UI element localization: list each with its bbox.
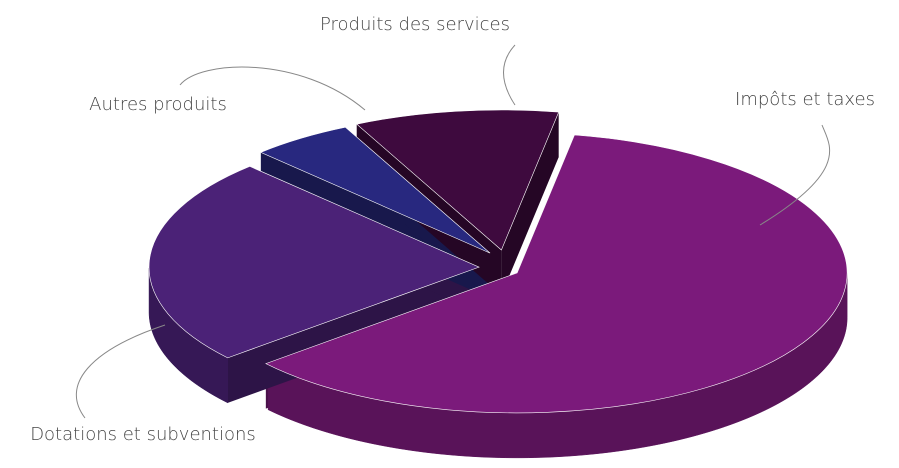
leader-line [75, 324, 166, 419]
slice-label: Dotations et subventions [30, 424, 256, 445]
slice [265, 134, 848, 414]
leader-line [503, 44, 516, 106]
slice [260, 126, 491, 254]
slice [148, 166, 480, 359]
leader-line [179, 66, 366, 111]
slice-label: Produits des services [320, 14, 510, 35]
slice-label: Impôts et taxes [735, 89, 875, 110]
slice [356, 109, 560, 251]
slice-label: Autres produits [89, 94, 227, 115]
slice-wall [501, 112, 559, 295]
slice-tops [148, 109, 848, 414]
leader-line [759, 124, 831, 226]
pie [148, 109, 848, 459]
